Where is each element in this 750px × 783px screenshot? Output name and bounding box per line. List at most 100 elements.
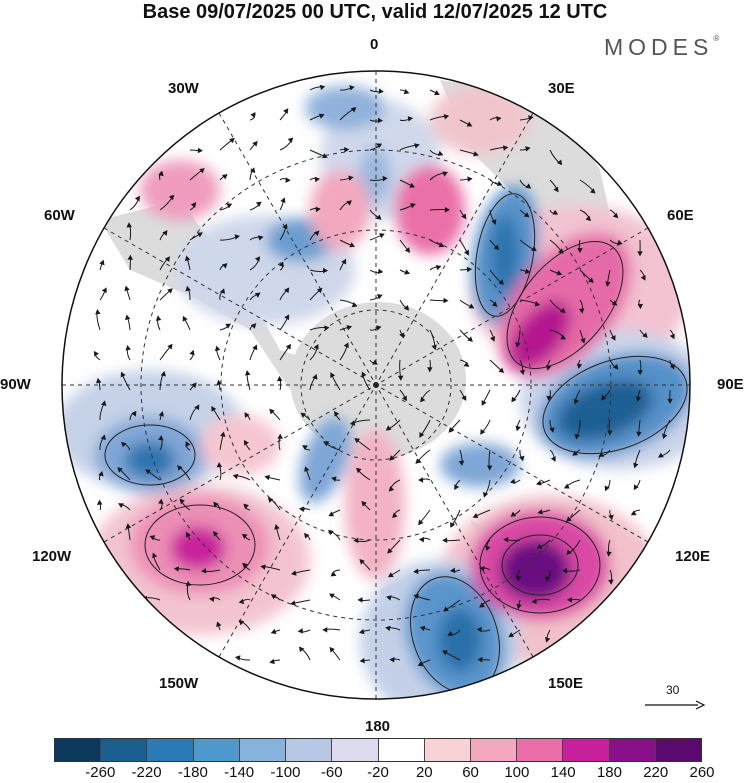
wind-arrow-head <box>519 369 525 376</box>
map-disk <box>62 71 690 699</box>
colorbar-segment <box>147 739 194 761</box>
wind-arrow-head <box>516 603 522 610</box>
wind-arrow-head <box>316 287 323 294</box>
wind-arrow-head <box>566 516 572 522</box>
wind-scale-label: 30 <box>666 683 680 697</box>
wind-arrow-head <box>99 259 105 266</box>
wind-arrow-head <box>355 467 362 474</box>
wind-arrow-head <box>118 503 124 509</box>
wind-arrow-head <box>472 513 479 519</box>
wind-arrow-head <box>334 411 340 417</box>
wind-arrow-head <box>479 566 485 572</box>
wind-arrow-head <box>242 562 248 569</box>
wind-arrow-head <box>443 297 449 304</box>
wind-arrow-head <box>361 501 367 507</box>
wind-arrow-head <box>304 532 310 539</box>
wind-arrow-head <box>385 425 392 431</box>
wind-arrow-head <box>588 277 594 283</box>
wind-arrow-head <box>403 305 410 311</box>
wind-arrow-head <box>435 265 442 271</box>
colorbar-segment <box>378 739 425 761</box>
colorbar-tick-label: 180 <box>596 764 622 781</box>
colorbar-segment <box>239 739 287 761</box>
wind-arrow-head <box>496 116 502 122</box>
wind-arrow-head <box>454 484 460 490</box>
wind-arrow-head <box>491 219 497 225</box>
wind-arrow-head <box>164 256 170 262</box>
wind-arrow-head <box>516 575 522 582</box>
wind-scale-arrow <box>645 700 706 710</box>
colorbar-segment <box>517 739 564 761</box>
wind-arrow-head <box>346 200 352 206</box>
wind-arrow-head <box>667 398 673 404</box>
wind-arrow-head <box>558 248 564 254</box>
colorbar-tick-label: 140 <box>550 764 576 781</box>
wind-arrow-head <box>354 438 361 444</box>
wind-arrow-head <box>302 445 308 451</box>
wind-arrow-head <box>589 188 596 194</box>
wind-arrow-head <box>608 579 614 585</box>
wind-arrow-head <box>155 315 162 321</box>
wind-arrow-head <box>414 143 420 149</box>
wind-arrow-head <box>341 258 347 265</box>
wind-arrow-head <box>162 230 168 236</box>
wind-arrow-head <box>322 627 328 633</box>
wind-arrow-head <box>219 288 226 294</box>
wind-arrow-head <box>573 398 580 405</box>
wind-arrow-head <box>607 430 613 436</box>
colorbar-tick-label: 60 <box>462 764 479 781</box>
wind-arrow-head <box>213 501 219 508</box>
colorbar-tick-label: -140 <box>224 764 255 781</box>
wind-arrow-head <box>100 434 106 441</box>
wind-arrow-head <box>284 314 290 321</box>
colorbar-segment <box>655 739 702 761</box>
wind-arrow-head <box>173 566 180 572</box>
lon-label-150w: 150W <box>159 675 199 692</box>
wind-arrow-head <box>480 429 486 435</box>
wind-arrow-head <box>563 483 570 489</box>
wind-arrow-head <box>403 88 410 95</box>
wind-arrow-head <box>552 209 559 215</box>
wind-arrow-head <box>160 370 166 377</box>
wind-arrow-head <box>601 394 607 401</box>
wind-arrow-head <box>277 433 283 439</box>
wind-arrow-head <box>125 345 131 351</box>
wind-arrow-head <box>201 568 207 574</box>
wind-arrow-head <box>344 146 350 153</box>
wind-arrow-head <box>386 595 392 601</box>
wind-arrow-head <box>254 256 261 262</box>
wind-arrow-head <box>486 465 493 471</box>
wind-arrow-head <box>318 113 325 119</box>
wind-arrow-head <box>190 202 197 208</box>
wind-arrow-head <box>546 395 552 402</box>
wind-arrow-head <box>349 85 355 91</box>
modes-logo: MODES® <box>604 34 719 61</box>
lon-label-120e: 120E <box>675 548 711 565</box>
wind-arrow-head <box>476 626 482 633</box>
wind-arrow-head <box>545 637 551 643</box>
wind-arrow-head <box>158 411 164 417</box>
wind-arrow-head <box>378 88 384 94</box>
wind-arrow-head <box>503 536 509 543</box>
wind-arrow-head <box>313 230 320 237</box>
wind-arrow-head <box>637 303 644 310</box>
wind-arrow-head <box>604 485 610 492</box>
wind-arrow-head <box>93 350 99 357</box>
wind-arrow-head <box>448 427 454 433</box>
wind-arrow-head <box>213 531 219 537</box>
wind-arrow-head <box>630 510 637 516</box>
wind-arrow-head <box>389 455 395 461</box>
wind-arrow-head <box>608 514 614 521</box>
colorbar-tick-label: -260 <box>85 764 116 781</box>
wind-arrow-head <box>449 567 456 574</box>
brand-text: MODES <box>604 34 714 60</box>
wind-arrow-head <box>314 176 321 183</box>
wind-arrow-head <box>158 435 164 441</box>
wind-arrow-head <box>519 455 525 462</box>
wind-arrow-head <box>131 410 137 417</box>
wind-arrow-head <box>167 343 173 350</box>
wind-arrow-head <box>420 396 426 403</box>
wind-arrow-head <box>549 427 555 433</box>
wind-arrow-head <box>216 379 222 386</box>
wind-arrow-head <box>562 567 568 574</box>
